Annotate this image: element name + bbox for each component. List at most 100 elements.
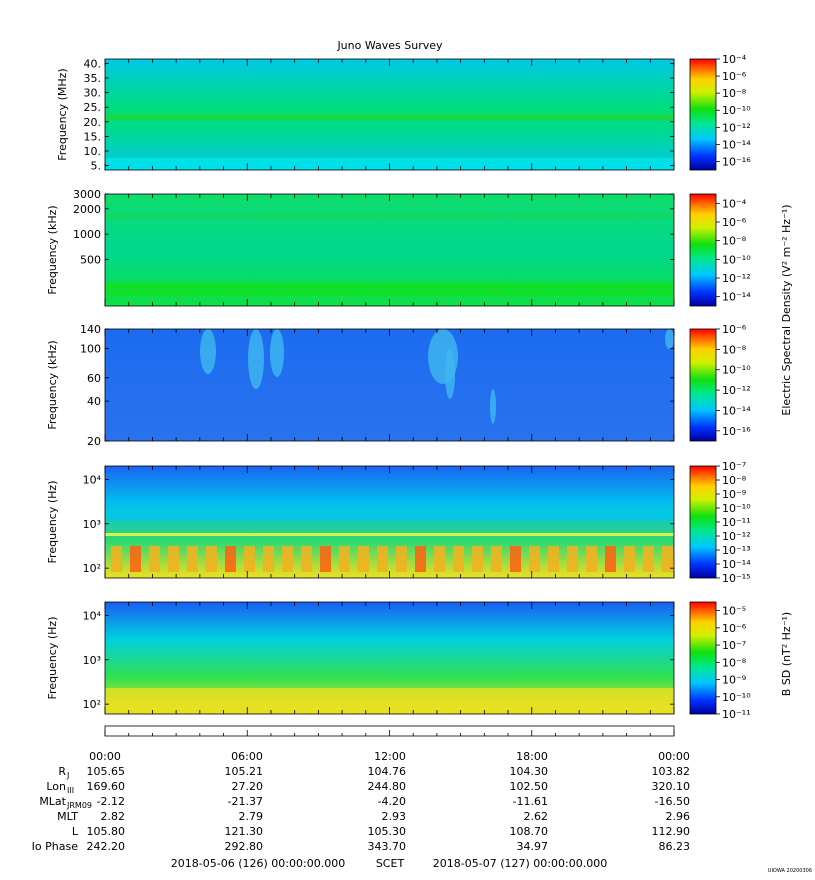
ion-burst [377, 546, 388, 572]
ion-burst [282, 546, 293, 572]
ion-burst [168, 546, 179, 572]
ion-burst [453, 546, 464, 572]
ion-burst [434, 546, 445, 572]
ion-burst [206, 546, 217, 572]
y-tick-label: 10² [83, 562, 101, 575]
ephemeris-value: 105.21 [225, 765, 264, 778]
y-tick-label: 10⁴ [83, 473, 102, 486]
ephemeris-value: 2.82 [101, 810, 126, 823]
ion-burst [662, 546, 673, 572]
y-tick-label: 40. [84, 57, 102, 70]
y-tick-label: 40 [87, 395, 101, 408]
colorbar-tick-label: 10⁻¹³ [722, 544, 751, 557]
ephemeris-value: 121.30 [225, 825, 264, 838]
end-time: 2018-05-07 (127) 00:00:00.000 [433, 857, 607, 870]
emission-6 [490, 389, 496, 424]
time-tick-label: 00:00 [658, 750, 690, 763]
panel-3: 140 100 60 40 20 Frequency (kHz) [46, 323, 675, 448]
ephemeris-value: 102.50 [510, 780, 549, 793]
colorbar-tick-label: 10⁻¹² [722, 121, 751, 134]
colorbar-tick-label: 10⁻⁸ [722, 87, 747, 100]
ephemeris-row-label: MLat [39, 795, 66, 808]
colorbar-tick-label: 10⁻¹⁰ [722, 691, 751, 704]
colorbar-scale [689, 465, 717, 579]
band-1700khz [105, 214, 674, 218]
ephemeris-row-label: Io Phase [32, 840, 79, 853]
spectrogram-4 [105, 466, 674, 578]
ephemeris-value: -2.12 [97, 795, 125, 808]
ion-burst [567, 546, 578, 572]
ephemeris-value: -11.61 [513, 795, 548, 808]
y-tick-label: 10. [84, 145, 102, 158]
emission-5 [445, 349, 455, 399]
emission-2 [248, 329, 264, 389]
y-axis-label: Frequency (kHz) [46, 205, 59, 294]
panel-5: 10⁴ 10³ 10² Frequency (Hz) [46, 601, 675, 715]
electric-colorbar-label: Electric Spectral Density (V² m⁻² Hz⁻¹) [780, 204, 793, 415]
y-tick-label: 140 [80, 323, 101, 336]
ion-burst [529, 546, 540, 572]
colorbar-tick-label: 10⁻¹⁰ [722, 253, 751, 266]
ion-burst [624, 546, 635, 572]
colorbar-tick-label: 10⁻⁷ [722, 460, 746, 473]
ephemeris-value: 105.65 [87, 765, 126, 778]
ephemeris-row-sub: III [67, 786, 74, 795]
colorbar-tick-label: 10⁻⁶ [722, 622, 747, 635]
ephemeris-row-sub: JRM09 [66, 801, 92, 810]
colorbar-tick-label: 10⁻⁸ [722, 474, 747, 487]
band-low-hz [105, 688, 674, 710]
magnetic-colorbar-label: B SD (nT² Hz⁻¹) [780, 612, 793, 696]
ion-burst [301, 546, 312, 572]
ephemeris-value: 2.62 [524, 810, 549, 823]
y-tick-label: 60 [87, 372, 101, 385]
ion-burst [244, 546, 255, 572]
y-tick-label: 10⁴ [83, 609, 102, 622]
ion-burst [548, 546, 559, 572]
y-axis-label: Frequency (Hz) [46, 617, 59, 700]
ephemeris-row-sub: J [66, 771, 69, 780]
colorbar-tick-label: 10⁻⁶ [722, 216, 747, 229]
band-500hz [105, 533, 674, 536]
start-time: 2018-05-06 (126) 00:00:00.000 [171, 857, 345, 870]
panel-4: 10⁴ 10³ 10² Frequency (Hz) [46, 465, 675, 579]
y-tick-label: 10³ [83, 654, 101, 667]
colorbar-tick-label: 10⁻⁴ [722, 53, 747, 66]
ion-burst [111, 546, 122, 572]
ephemeris-value: 244.80 [368, 780, 407, 793]
colorbar-tick-label: 10⁻¹⁰ [722, 502, 751, 515]
band-khz-cutoff [105, 510, 674, 520]
colorbar-tick-label: 10⁻⁹ [722, 674, 746, 687]
colorbar-tick-label: 10⁻⁶ [722, 70, 747, 83]
ephemeris-value: 86.23 [659, 840, 691, 853]
ephemeris-row-label: Lon [46, 780, 66, 793]
colorbar-tick-label: 10⁻¹² [722, 530, 751, 543]
ion-burst [339, 546, 350, 572]
ion-burst [320, 546, 331, 572]
colorbar-tick-label: 10⁻⁶ [722, 323, 747, 336]
colorbar-tick-label: 10⁻⁹ [722, 488, 746, 501]
ephemeris-value: 104.30 [510, 765, 549, 778]
ion-burst [605, 546, 616, 572]
colorbar-1: 10⁻⁴ 10⁻⁶ 10⁻⁸ 10⁻¹⁰ 10⁻¹² 10⁻¹⁴ 10⁻¹⁶ [689, 53, 751, 171]
colorbar-scale [689, 328, 717, 442]
y-tick-label: 500 [80, 253, 101, 266]
ion-burst [510, 546, 521, 572]
ion-burst [149, 546, 160, 572]
ephemeris-value: 105.80 [87, 825, 126, 838]
credit-label: UIOWA 20200306 [768, 868, 812, 874]
ion-burst [415, 546, 426, 572]
ephemeris-value: 112.90 [652, 825, 691, 838]
colorbar-tick-label: 10⁻¹⁴ [722, 558, 751, 571]
ion-burst [586, 546, 597, 572]
colorbar-tick-label: 10⁻¹⁴ [722, 291, 751, 304]
time-tick-label: 06:00 [231, 750, 263, 763]
colorbar-tick-label: 10⁻¹² [722, 272, 751, 285]
spectrogram-3 [105, 329, 674, 441]
y-tick-label: 25. [84, 101, 102, 114]
ephemeris-value: 2.96 [666, 810, 691, 823]
ephemeris-value: 320.10 [652, 780, 691, 793]
chart-title: Juno Waves Survey [336, 39, 443, 52]
colorbar-tick-label: 10⁻¹² [722, 384, 751, 397]
colorbar-tick-label: 10⁻⁵ [722, 605, 746, 618]
